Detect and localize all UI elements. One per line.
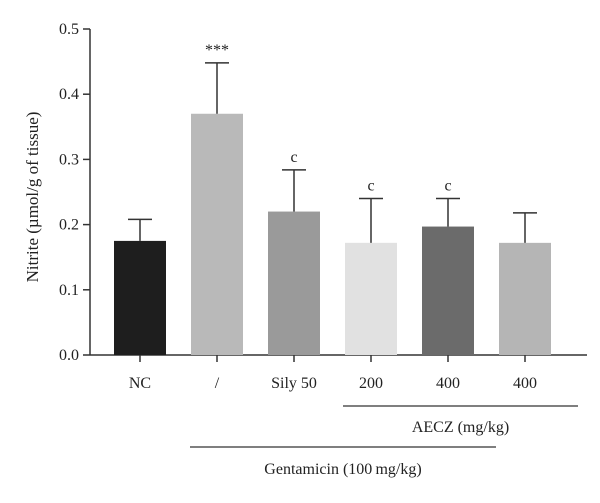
significance-label: *** bbox=[205, 42, 229, 59]
y-tick-label: 0.0 bbox=[59, 347, 79, 364]
x-tick-label: 400 bbox=[436, 375, 460, 392]
y-tick-label: 0.1 bbox=[59, 282, 79, 299]
y-tick-label: 0.4 bbox=[59, 86, 79, 103]
x-tick-label: / bbox=[215, 375, 220, 392]
y-tick-label: 0.2 bbox=[59, 217, 79, 234]
bar bbox=[268, 211, 320, 355]
x-tick-label: Sily 50 bbox=[271, 375, 317, 392]
x-tick-label: NC bbox=[129, 375, 151, 392]
significance-label: c bbox=[290, 149, 297, 166]
group-label: AECZ (mg/kg) bbox=[412, 419, 509, 436]
significance-label: c bbox=[367, 178, 374, 195]
y-tick-label: 0.5 bbox=[59, 21, 79, 38]
y-axis-label: Nitrite (µmol/g of tissue) bbox=[23, 112, 42, 283]
chart-error-bars bbox=[128, 62, 537, 243]
bar bbox=[499, 242, 551, 355]
x-tick-label: 400 bbox=[513, 375, 537, 392]
chart-bars bbox=[114, 113, 551, 355]
group-label: Gentamicin (100 mg/kg) bbox=[264, 461, 421, 478]
x-tick-label: 200 bbox=[359, 375, 383, 392]
chart-labels: NC / *** Sily 50 c 200 c 400 c 400 AECZ (mg/kg) Gen… bbox=[129, 42, 578, 478]
y-tick-label: 0.3 bbox=[59, 151, 79, 168]
bar bbox=[114, 240, 166, 355]
significance-label: c bbox=[444, 178, 451, 195]
bar bbox=[191, 113, 243, 355]
bar bbox=[345, 242, 397, 355]
bar bbox=[422, 226, 474, 355]
